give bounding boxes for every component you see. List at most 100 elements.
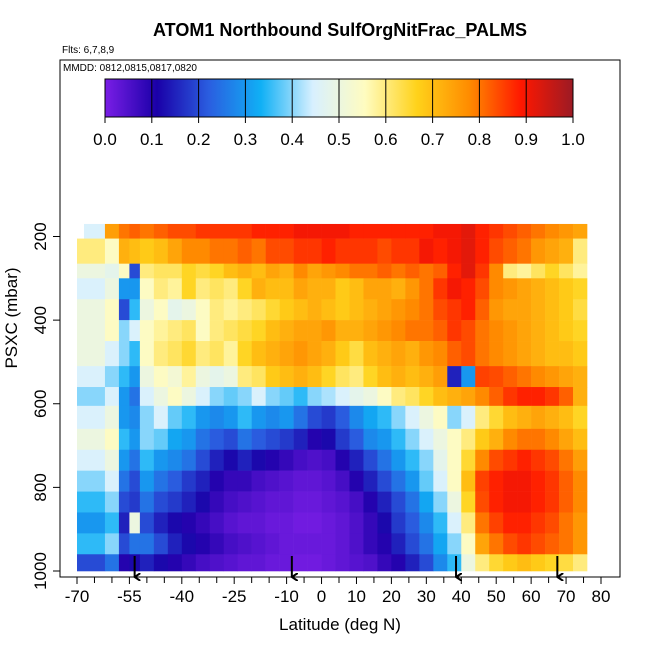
- heatmap-cell: [545, 263, 560, 279]
- heatmap-cell: [129, 278, 141, 300]
- heatmap-cell: [475, 366, 490, 388]
- heatmap-cell: [195, 387, 211, 407]
- heatmap-cell: [545, 341, 560, 367]
- heatmap-cell: [573, 299, 588, 321]
- heatmap-cell: [118, 405, 130, 430]
- heatmap-cell: [391, 320, 406, 342]
- heatmap-cell: [118, 263, 130, 279]
- heatmap-cell: [517, 238, 532, 264]
- heatmap-cell: [104, 470, 120, 492]
- heatmap-cell: [279, 341, 294, 367]
- heatmap-cell: [433, 387, 448, 407]
- heatmap-cell: [139, 470, 155, 492]
- heatmap-cell: [475, 223, 490, 239]
- heatmap-cell: [237, 263, 252, 279]
- heatmap-cell: [129, 263, 141, 279]
- heatmap-cell: [391, 491, 406, 513]
- heatmap-cell: [475, 299, 490, 321]
- heatmap-cell: [503, 223, 518, 239]
- heatmap-cell: [129, 320, 141, 342]
- heatmap-cell: [129, 405, 141, 430]
- heatmap-cell: [195, 299, 211, 321]
- heatmap-cell: [307, 449, 322, 471]
- heatmap-cell: [475, 554, 490, 572]
- heatmap-cell: [545, 223, 560, 239]
- heatmap-cell: [104, 320, 120, 342]
- heatmap-cell: [223, 449, 238, 471]
- heatmap-cell: [545, 428, 560, 451]
- heatmap-cell: [104, 263, 120, 279]
- x-tick-label: 50: [487, 587, 506, 606]
- heatmap-cell: [475, 449, 490, 471]
- heatmap-cell: [167, 387, 183, 407]
- heatmap-cell: [447, 366, 462, 388]
- heatmap-cell: [461, 223, 476, 239]
- heatmap-cell: [167, 554, 183, 572]
- heatmap-cell: [531, 470, 546, 492]
- heatmap-cell: [251, 428, 266, 451]
- heatmap-cell: [377, 512, 392, 534]
- heatmap-cell: [419, 299, 434, 321]
- heatmap-cell: [531, 299, 546, 321]
- heatmap-cell: [321, 512, 336, 534]
- heatmap-cell: [153, 470, 169, 492]
- heatmap-cell: [517, 366, 532, 388]
- heatmap-cell: [405, 405, 420, 430]
- heatmap-cell: [181, 554, 197, 572]
- heatmap-cell: [573, 512, 588, 534]
- heatmap-cell: [167, 320, 183, 342]
- heatmap-cell: [237, 223, 252, 239]
- heatmap-cell: [349, 554, 364, 572]
- heatmap-cell: [349, 263, 364, 279]
- heatmap-cell: [167, 470, 183, 492]
- heatmap-cell: [139, 428, 155, 451]
- heatmap-cell: [195, 263, 211, 279]
- heatmap-cell: [461, 366, 476, 388]
- heatmap-cell: [377, 449, 392, 471]
- heatmap-cell: [251, 223, 266, 239]
- heatmap-cell: [391, 299, 406, 321]
- heatmap-cell: [349, 533, 364, 555]
- heatmap-cell: [307, 223, 322, 239]
- dates-label: MMDD: 0812,0815,0817,0820: [63, 63, 197, 74]
- heatmap-cell: [461, 512, 476, 534]
- heatmap-cell: [573, 470, 588, 492]
- heatmap-cell: [223, 320, 238, 342]
- colorbar-frame: [104, 78, 574, 118]
- heatmap-cell: [77, 449, 106, 471]
- heatmap-cell: [265, 341, 280, 367]
- heatmap-cell: [489, 387, 504, 407]
- heatmap-cell: [181, 263, 197, 279]
- heatmap-cell: [129, 512, 141, 534]
- x-tick-label: 30: [417, 587, 436, 606]
- heatmap-cell: [321, 470, 336, 492]
- heatmap-cell: [559, 428, 574, 451]
- heatmap-cell: [419, 320, 434, 342]
- heatmap-cell: [118, 554, 130, 572]
- heatmap-cell: [559, 366, 574, 388]
- heatmap-cell: [251, 405, 266, 430]
- heatmap-cell: [405, 554, 420, 572]
- heatmap-cell: [447, 238, 462, 264]
- heatmap-cell: [503, 554, 518, 572]
- heatmap-cell: [129, 470, 141, 492]
- heatmap-cell: [475, 320, 490, 342]
- heatmap-cell: [503, 470, 518, 492]
- heatmap-cell: [573, 320, 588, 342]
- heatmap-cell: [377, 278, 392, 300]
- heatmap-cell: [531, 387, 546, 407]
- heatmap-cell: [77, 278, 106, 300]
- heatmap-cell: [279, 238, 294, 264]
- heatmap-cell: [559, 263, 574, 279]
- heatmap-cell: [335, 491, 350, 513]
- heatmap-cell: [307, 405, 322, 430]
- heatmap-cell: [265, 263, 280, 279]
- flights-label: Flts: 6,7,8,9: [62, 45, 115, 56]
- heatmap-cell: [391, 223, 406, 239]
- heatmap-cell: [531, 405, 546, 430]
- heatmap-cell: [335, 223, 350, 239]
- heatmap-cell: [129, 366, 141, 388]
- heatmap-cell: [433, 470, 448, 492]
- heatmap-cell: [377, 405, 392, 430]
- heatmap-cell: [405, 428, 420, 451]
